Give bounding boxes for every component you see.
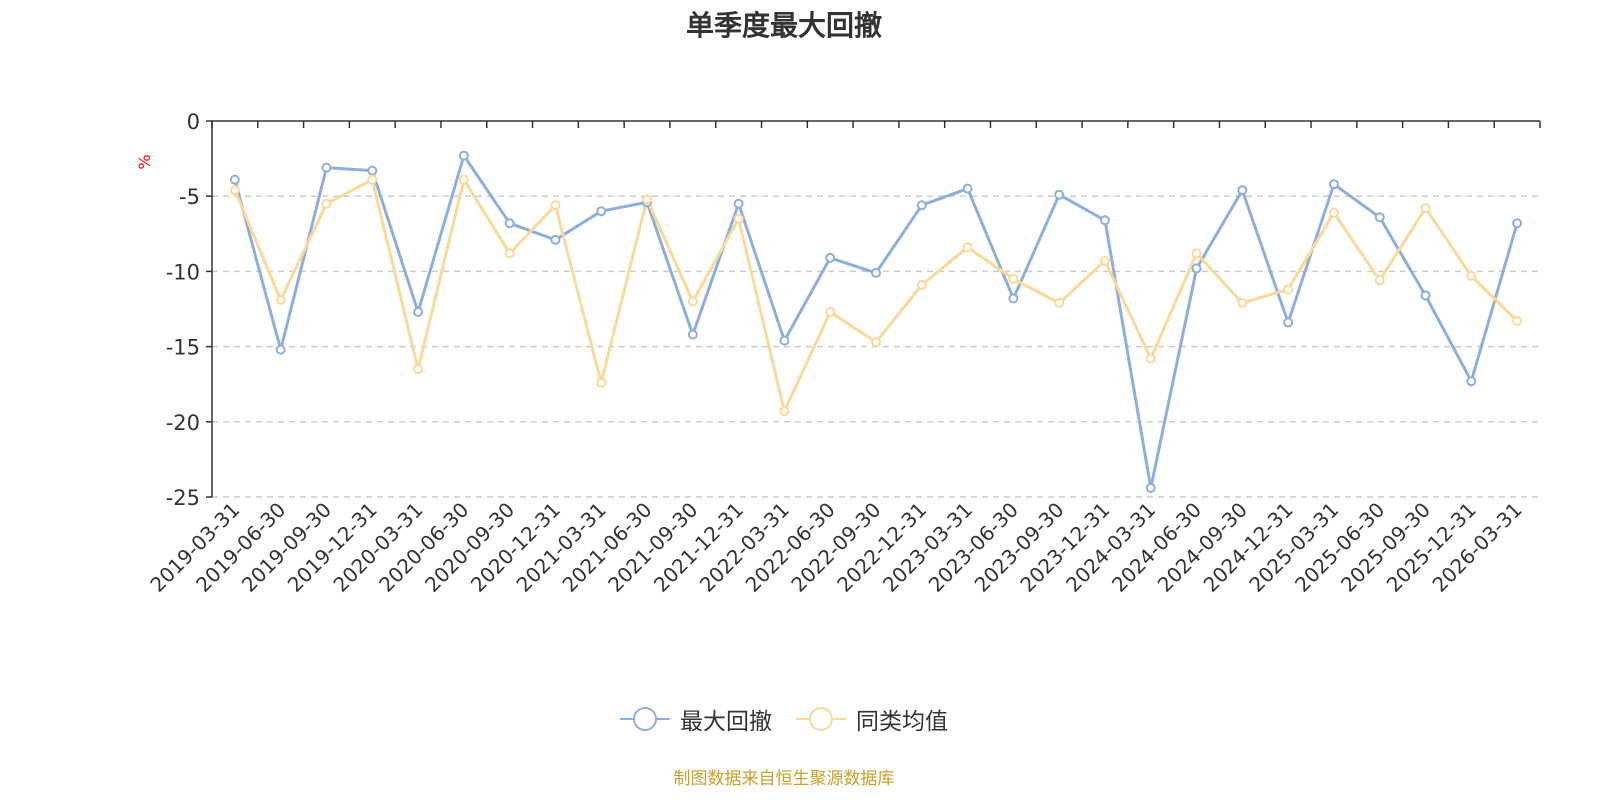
data-point-series-0[interactable] [1054,189,1065,200]
data-point-series-1[interactable] [962,242,973,253]
x-tick-labels: 2019-03-312019-06-302019-09-302019-12-31… [145,498,1526,597]
data-point-series-1[interactable] [504,248,515,259]
data-point-series-1[interactable] [458,174,469,185]
data-point-series-0[interactable] [871,267,881,278]
y-tick-label: -20 [166,411,200,435]
axes [206,120,1541,498]
data-point-series-0[interactable] [733,198,744,209]
data-point-series-1[interactable] [779,406,790,417]
data-point-series-1[interactable] [1420,203,1431,214]
line-chart: % 0 -5 -10 -15 -20 -25 2019-03-312019-06-3020… [135,110,1541,597]
source-note: 制图数据来自恒生聚源数据库 [673,769,895,789]
data-point-series-1[interactable] [733,213,744,224]
data-point-series-0[interactable] [687,329,698,340]
data-point-series-0[interactable] [1145,482,1156,493]
data-point-series-0[interactable] [367,165,378,176]
legend: 最大回撤 同类均值 [0,702,1568,736]
y-tick-label: -15 [166,336,200,360]
data-point-series-1[interactable] [1374,275,1385,286]
data-point-series-1[interactable] [916,279,927,290]
legend-swatch-icon [620,706,670,732]
legend-item-series-1[interactable]: 同类均值 [796,702,948,736]
chart-title: 单季度最大回撤 [685,9,882,42]
data-point-series-0[interactable] [504,218,515,229]
y-tick-label: -5 [179,185,200,209]
legend-swatch-icon [796,706,846,732]
y-axis-unit-label: % [135,154,154,169]
data-point-series-1[interactable] [1466,270,1477,281]
data-point-series-1[interactable] [1099,255,1110,266]
data-point-series-0[interactable] [1466,376,1477,387]
data-point-series-1[interactable] [550,200,561,211]
data-point-series-1[interactable] [1328,207,1339,218]
data-point-series-0[interactable] [321,162,332,173]
data-point-series-1[interactable] [825,307,836,318]
data-point-series-1[interactable] [229,185,240,196]
data-point-series-0[interactable] [413,307,424,318]
data-point-series-1[interactable] [1008,273,1019,284]
legend-label-series-0: 最大回撤 [680,709,772,735]
y-tick-label: -10 [166,260,200,284]
y-tick-label: -25 [166,486,200,510]
data-point-series-1[interactable] [871,337,881,348]
data-point-series-1[interactable] [596,377,607,388]
data-point-series-1[interactable] [413,364,424,375]
data-point-series-0[interactable] [550,234,561,245]
series-points [229,150,1523,493]
data-point-series-0[interactable] [1099,215,1110,226]
data-point-series-1[interactable] [1191,248,1202,259]
series-lines [233,154,1519,490]
data-point-series-1[interactable] [275,294,286,305]
data-point-series-1[interactable] [687,296,698,307]
data-point-series-1[interactable] [1512,316,1523,327]
data-point-series-0[interactable] [779,335,790,346]
data-point-series-0[interactable] [1328,179,1339,190]
data-point-series-0[interactable] [1191,263,1202,274]
data-point-series-1[interactable] [642,194,653,205]
data-point-series-0[interactable] [1374,212,1385,223]
data-point-series-1[interactable] [1145,353,1156,364]
data-point-series-0[interactable] [825,252,836,263]
y-tick-label: 0 [187,110,200,134]
data-point-series-1[interactable] [367,174,378,185]
data-point-series-0[interactable] [1512,218,1523,229]
legend-item-series-0[interactable]: 最大回撤 [620,702,772,736]
data-point-series-0[interactable] [596,206,607,217]
data-point-series-0[interactable] [1008,293,1019,304]
data-point-series-0[interactable] [1420,290,1431,301]
y-tick-labels: 0 -5 -10 -15 -20 -25 [166,110,200,510]
data-point-series-0[interactable] [962,183,973,194]
legend-label-series-1: 同类均值 [856,709,948,735]
data-point-series-1[interactable] [321,198,332,209]
data-point-series-0[interactable] [1283,317,1294,328]
data-point-series-0[interactable] [1237,185,1248,196]
data-point-series-1[interactable] [1054,297,1065,308]
data-point-series-1[interactable] [1283,284,1294,295]
data-point-series-1[interactable] [1237,297,1248,308]
data-point-series-0[interactable] [275,344,286,355]
data-point-series-0[interactable] [458,150,469,161]
data-point-series-0[interactable] [916,200,927,211]
data-point-series-0[interactable] [229,174,240,185]
series-line-0 [233,154,1519,490]
